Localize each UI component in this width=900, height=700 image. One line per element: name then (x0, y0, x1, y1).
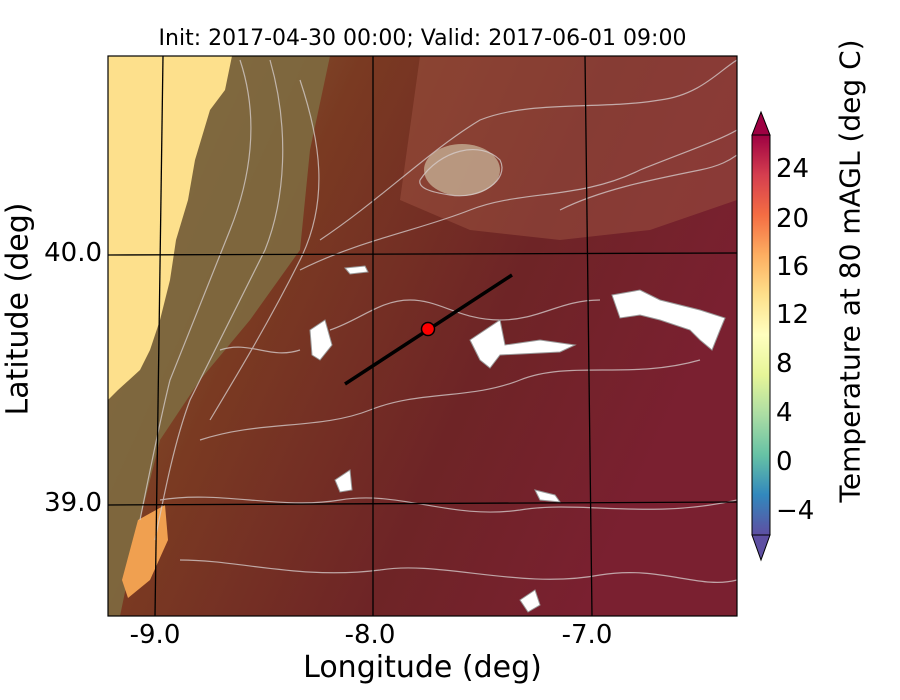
colorbar-tick-label: 4 (776, 398, 793, 428)
colorbar-tick-label: 24 (776, 154, 810, 184)
mountain-peak (424, 144, 500, 196)
colorbar (751, 110, 771, 562)
y-tick-label: 39.0 (44, 488, 102, 518)
colorbar-bottom-extend (751, 534, 771, 562)
map-area (108, 56, 737, 616)
map-frame (107, 55, 738, 617)
site-marker (420, 321, 436, 337)
colorbar-tick-label: 0 (776, 447, 793, 477)
colorbar-tick-label: 20 (776, 204, 810, 234)
colorbar-label: Temperature at 80 mAGL (deg C) (833, 39, 867, 503)
x-tick-label: -9.0 (129, 620, 181, 650)
x-axis-label: Longitude (deg) (303, 650, 542, 685)
northeast-band (400, 56, 737, 240)
colorbar-top-extend (751, 110, 771, 136)
x-tick-label: -8.0 (344, 620, 396, 650)
contour-lines (139, 59, 737, 583)
colorbar-tick-label: 8 (776, 349, 793, 379)
ocean (108, 56, 232, 400)
y-axis-label: Latitude (deg) (0, 202, 36, 416)
y-tick-label: 40.0 (44, 238, 102, 268)
colorbar-tick-label: 12 (776, 300, 810, 330)
map-title: Init: 2017-04-30 00:00; Valid: 2017-06-0… (158, 26, 687, 51)
colorbar-gradient (751, 134, 771, 536)
x-tick-label: -7.0 (561, 620, 613, 650)
data-gaps (309, 265, 726, 613)
colorbar-tick-label: 16 (776, 252, 810, 282)
colorbar-tick-label: −4 (776, 496, 815, 526)
graticule (108, 56, 737, 616)
